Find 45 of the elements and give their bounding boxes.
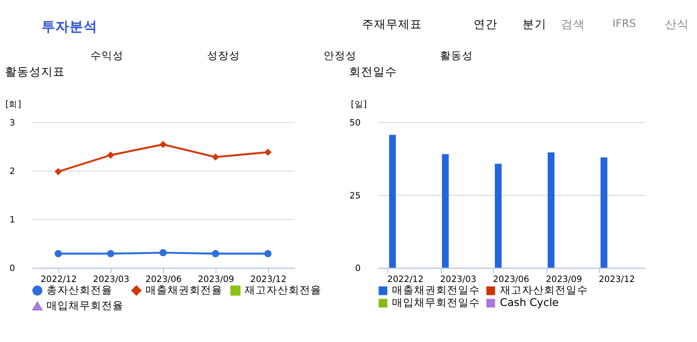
text: 성장성 — [206, 49, 240, 62]
legend-label: 매출채권회전일수 — [392, 284, 480, 297]
bar — [389, 134, 396, 268]
legend-label: 매출채권회전율 — [146, 283, 223, 296]
x-tick-label: 2023/12 — [598, 274, 635, 285]
y-tick-label: 2 — [9, 167, 16, 178]
bar — [442, 154, 449, 268]
legend-label: 총자산회전율 — [46, 283, 113, 296]
text: 수익성 — [90, 49, 124, 62]
x-tick-label: 2023/03 — [440, 274, 476, 285]
x-tick-label: 2023/06 — [145, 274, 182, 285]
y-tick-label: 0 — [355, 264, 361, 274]
legend-label: 매입채무회전일수 — [392, 296, 480, 310]
y-tick-label: 0 — [9, 264, 16, 274]
text: 활동성 — [440, 49, 473, 62]
text: 검색 — [561, 16, 586, 31]
x-tick-label: 2023/03 — [93, 274, 130, 285]
x-tick-label: 2023/06 — [492, 274, 530, 285]
legend-label: Cash Cycle — [500, 296, 559, 310]
bar — [494, 164, 502, 268]
text: IFRS — [612, 16, 636, 30]
chart-title: 회전일수 — [349, 64, 398, 79]
bar — [548, 152, 554, 268]
x-tick-label: 2023/12 — [250, 274, 287, 285]
text: 주재무제표 — [362, 16, 422, 31]
chart-title: 활동성지표 — [4, 64, 65, 79]
text: 분기 — [522, 16, 546, 31]
legend-label: 매입채무회전율 — [46, 298, 124, 312]
x-tick-label: 2022/12 — [387, 274, 424, 285]
y-axis-title: [일] — [350, 100, 367, 110]
y-tick-label: 50 — [350, 118, 361, 129]
x-tick-label: 2023/09 — [198, 274, 234, 285]
legend-label: 재고자산회전율 — [244, 283, 322, 296]
x-tick-label: 2022/12 — [40, 274, 77, 285]
x-tick-label: 2023/09 — [546, 274, 582, 285]
text: 투자분석 — [42, 18, 98, 35]
y-tick-label: 1 — [9, 216, 16, 226]
bar — [600, 157, 608, 268]
legend-label: 재고자산회전일수 — [500, 284, 588, 297]
y-tick-label: 3 — [9, 118, 16, 129]
y-axis-title: [회] — [5, 100, 22, 110]
text: 연간 — [474, 16, 498, 31]
text: 산식 — [664, 16, 689, 31]
y-tick-label: 25 — [350, 191, 361, 202]
text: 안정성 — [323, 49, 356, 62]
